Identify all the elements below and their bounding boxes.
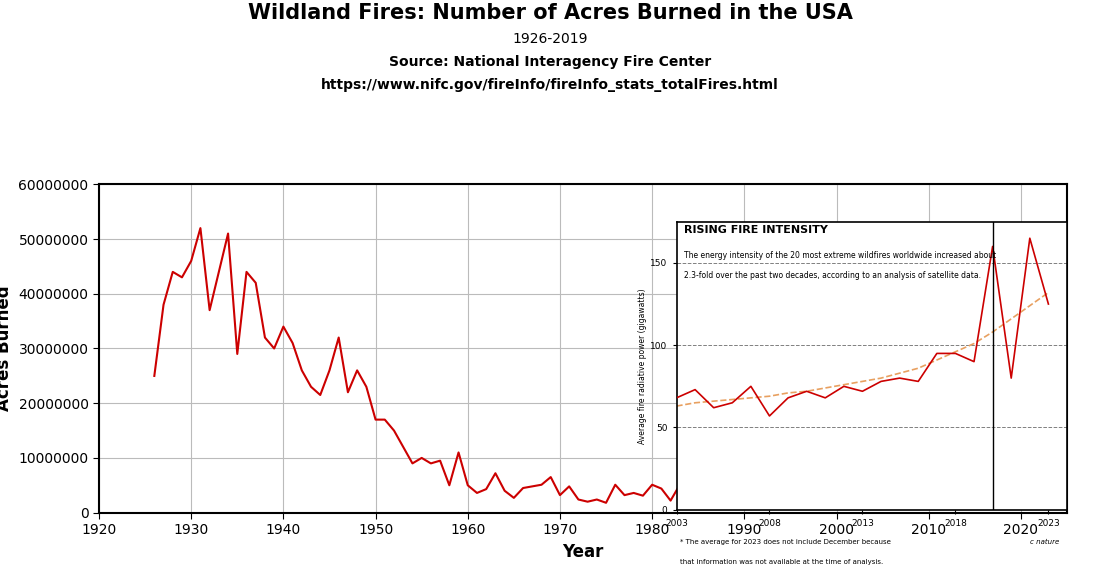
Text: 2.3-fold over the past two decades, according to an analysis of satellite data.: 2.3-fold over the past two decades, acco… <box>684 271 981 280</box>
Text: Wildland Fires: Number of Acres Burned in the USA: Wildland Fires: Number of Acres Burned i… <box>248 3 852 23</box>
Y-axis label: Acres Burned: Acres Burned <box>0 286 13 411</box>
Text: RISING FIRE INTENSITY: RISING FIRE INTENSITY <box>684 225 828 234</box>
Text: The energy intensity of the 20 most extreme wildfires worldwide increased about: The energy intensity of the 20 most extr… <box>684 251 997 260</box>
Text: https://www.nifc.gov/fireInfo/fireInfo_stats_totalFires.html: https://www.nifc.gov/fireInfo/fireInfo_s… <box>321 78 779 92</box>
X-axis label: Year: Year <box>562 543 604 560</box>
Text: Source: National Interagency Fire Center: Source: National Interagency Fire Center <box>389 55 711 69</box>
Text: c nature: c nature <box>1030 539 1059 544</box>
Text: * The average for 2023 does not include December because: * The average for 2023 does not include … <box>681 539 891 544</box>
Y-axis label: Average fire radiative power (gigawatts): Average fire radiative power (gigawatts) <box>638 288 648 444</box>
Text: that information was not available at the time of analysis.: that information was not available at th… <box>681 559 883 564</box>
Text: 1926-2019: 1926-2019 <box>513 32 587 46</box>
